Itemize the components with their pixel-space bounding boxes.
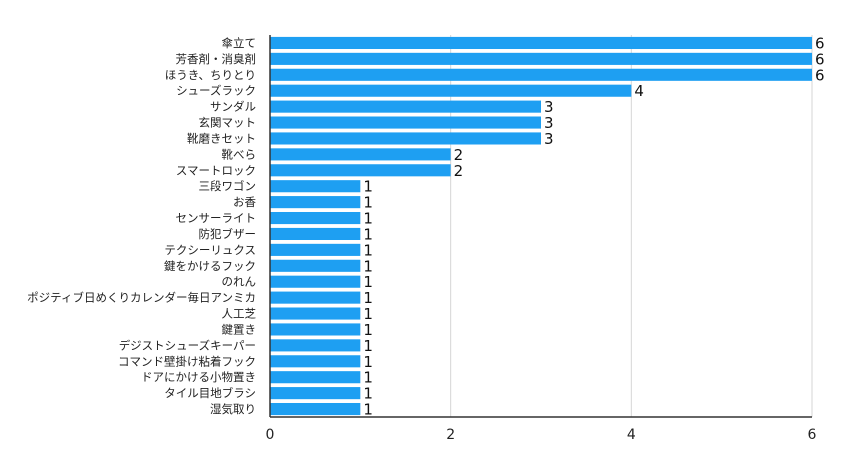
value-label: 6 <box>815 34 825 52</box>
bar <box>270 52 812 65</box>
x-tick-label: 0 <box>266 427 275 443</box>
category-label: 傘立て <box>222 36 257 50</box>
value-label: 2 <box>454 146 464 164</box>
value-label: 1 <box>363 194 373 212</box>
category-label: 防犯ブザー <box>199 227 257 241</box>
bar <box>270 148 451 161</box>
bar <box>270 275 361 288</box>
value-label: 4 <box>634 82 644 100</box>
category-label: 三段ワゴン <box>199 179 257 193</box>
x-tick-label: 6 <box>808 427 817 443</box>
category-label: 人工芝 <box>222 307 257 321</box>
bar <box>270 132 541 145</box>
category-label: センサーライト <box>176 211 257 225</box>
value-label: 1 <box>363 385 373 403</box>
category-label: タイル目地ブラシ <box>164 386 256 400</box>
value-label: 3 <box>544 98 554 116</box>
bar <box>270 307 361 320</box>
bar <box>270 355 361 368</box>
value-label: 1 <box>363 353 373 371</box>
bar <box>270 227 361 241</box>
bar <box>270 402 361 416</box>
bar <box>270 36 812 50</box>
category-label: ほうき、ちりとり <box>165 68 256 82</box>
bar <box>270 68 812 81</box>
bars <box>270 36 812 416</box>
bar <box>270 116 541 129</box>
category-label: シューズラック <box>176 84 256 98</box>
bar <box>270 84 632 97</box>
value-label: 3 <box>544 114 554 132</box>
category-label: 鍵置き <box>222 322 257 336</box>
category-label: 鍵をかけるフック <box>164 259 256 273</box>
value-label: 1 <box>363 321 373 339</box>
bar <box>270 387 361 400</box>
grid-lines <box>450 35 813 417</box>
bar <box>270 291 361 304</box>
category-label: 靴べら <box>222 147 257 161</box>
bar <box>270 371 361 384</box>
category-label: 玄関マット <box>199 116 257 130</box>
category-label: コマンド壁掛け粘着フック <box>118 354 256 368</box>
bar <box>270 164 451 177</box>
category-label: テクシーリュクス <box>164 243 256 257</box>
category-label: 靴磨きセット <box>187 131 256 145</box>
bar <box>270 211 361 225</box>
category-label: デジストシューズキーパー <box>119 338 256 352</box>
x-tick-label: 4 <box>627 427 636 443</box>
x-axis-ticks: 0 2 4 6 <box>266 427 817 443</box>
value-label: 1 <box>363 210 373 228</box>
category-label: スマートロック <box>176 163 256 177</box>
category-label: のれん <box>222 275 257 289</box>
value-label: 1 <box>363 305 373 323</box>
value-label: 1 <box>363 337 373 355</box>
value-label: 1 <box>363 257 373 275</box>
value-label: 1 <box>363 178 373 196</box>
value-label: 1 <box>363 401 373 419</box>
value-label: 3 <box>544 130 554 148</box>
value-label: 6 <box>815 50 825 68</box>
bar <box>270 196 361 209</box>
bar <box>270 180 361 193</box>
bar <box>270 339 361 352</box>
bar <box>270 259 361 272</box>
category-label: サンダル <box>210 100 256 114</box>
value-label: 1 <box>363 289 373 307</box>
category-label: ドアにかける小物置き <box>141 370 256 384</box>
value-label: 1 <box>363 241 373 259</box>
category-label: 湿気取り <box>210 402 256 416</box>
x-tick-label: 2 <box>446 427 455 443</box>
category-label: お香 <box>233 195 256 209</box>
bar <box>270 100 541 113</box>
category-label: ポジティブ日めくりカレンダー毎日アンミカ <box>27 291 256 305</box>
axes <box>269 35 812 418</box>
bar <box>270 323 361 336</box>
value-label: 1 <box>363 273 373 291</box>
value-label: 2 <box>454 162 464 180</box>
value-label: 1 <box>363 369 373 387</box>
value-label: 1 <box>363 225 373 243</box>
bar <box>270 243 361 256</box>
category-label: 芳香剤・消臭剤 <box>176 52 257 66</box>
value-label: 6 <box>815 66 825 84</box>
category-labels: 傘立て芳香剤・消臭剤ほうき、ちりとりシューズラックサンダル玄関マット靴磨きセット… <box>27 36 256 416</box>
